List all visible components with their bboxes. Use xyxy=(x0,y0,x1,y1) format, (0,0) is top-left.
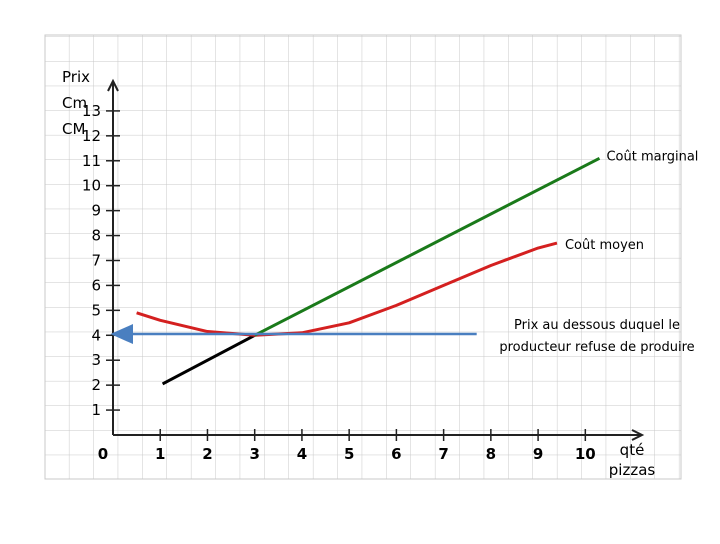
y-tick-label: 11 xyxy=(82,152,101,170)
y-axis-label: Prix xyxy=(62,68,90,86)
x-axis-label: qté xyxy=(620,441,645,459)
series-line xyxy=(161,333,256,386)
x-axis-label: pizzas xyxy=(609,461,656,479)
x-tick-label: 8 xyxy=(486,445,496,463)
annotation: Prix au dessous duquel le xyxy=(514,318,680,333)
annotation: Coût marginal xyxy=(606,149,698,164)
y-tick-label: 5 xyxy=(91,301,101,319)
y-tick-label: 12 xyxy=(82,127,101,145)
annotation: producteur refuse de produire xyxy=(499,340,694,355)
y-tick-label: 7 xyxy=(91,251,101,269)
x-tick-label: 5 xyxy=(344,445,354,463)
y-tick-label: 13 xyxy=(82,102,101,120)
x-tick-label: 2 xyxy=(202,445,212,463)
x-tick-label: 1 xyxy=(155,445,165,463)
x-tick-label: 0 xyxy=(98,445,108,463)
series-line xyxy=(136,241,558,337)
series-line xyxy=(254,156,601,337)
y-tick-label: 2 xyxy=(91,376,101,394)
x-tick-label: 7 xyxy=(438,445,448,463)
x-tick-label: 3 xyxy=(249,445,259,463)
y-axis-label: CM xyxy=(62,120,85,138)
y-tick-label: 3 xyxy=(91,351,101,369)
x-tick-label: 4 xyxy=(297,445,307,463)
y-tick-label: 9 xyxy=(91,202,101,220)
x-tick-label: 10 xyxy=(575,445,596,463)
y-tick-label: 10 xyxy=(82,177,101,195)
grid-paper xyxy=(44,34,682,480)
x-tick-label: 9 xyxy=(533,445,543,463)
annotation: Coût moyen xyxy=(565,238,644,253)
y-tick-label: 4 xyxy=(91,326,101,344)
y-tick-label: 6 xyxy=(91,276,101,294)
x-axis-arrow xyxy=(631,429,645,441)
x-tick-label: 6 xyxy=(391,445,401,463)
y-tick-label: 1 xyxy=(91,401,101,419)
y-tick-label: 8 xyxy=(91,227,101,245)
y-axis-arrow xyxy=(107,78,119,92)
y-axis-label: Cm xyxy=(62,94,87,112)
